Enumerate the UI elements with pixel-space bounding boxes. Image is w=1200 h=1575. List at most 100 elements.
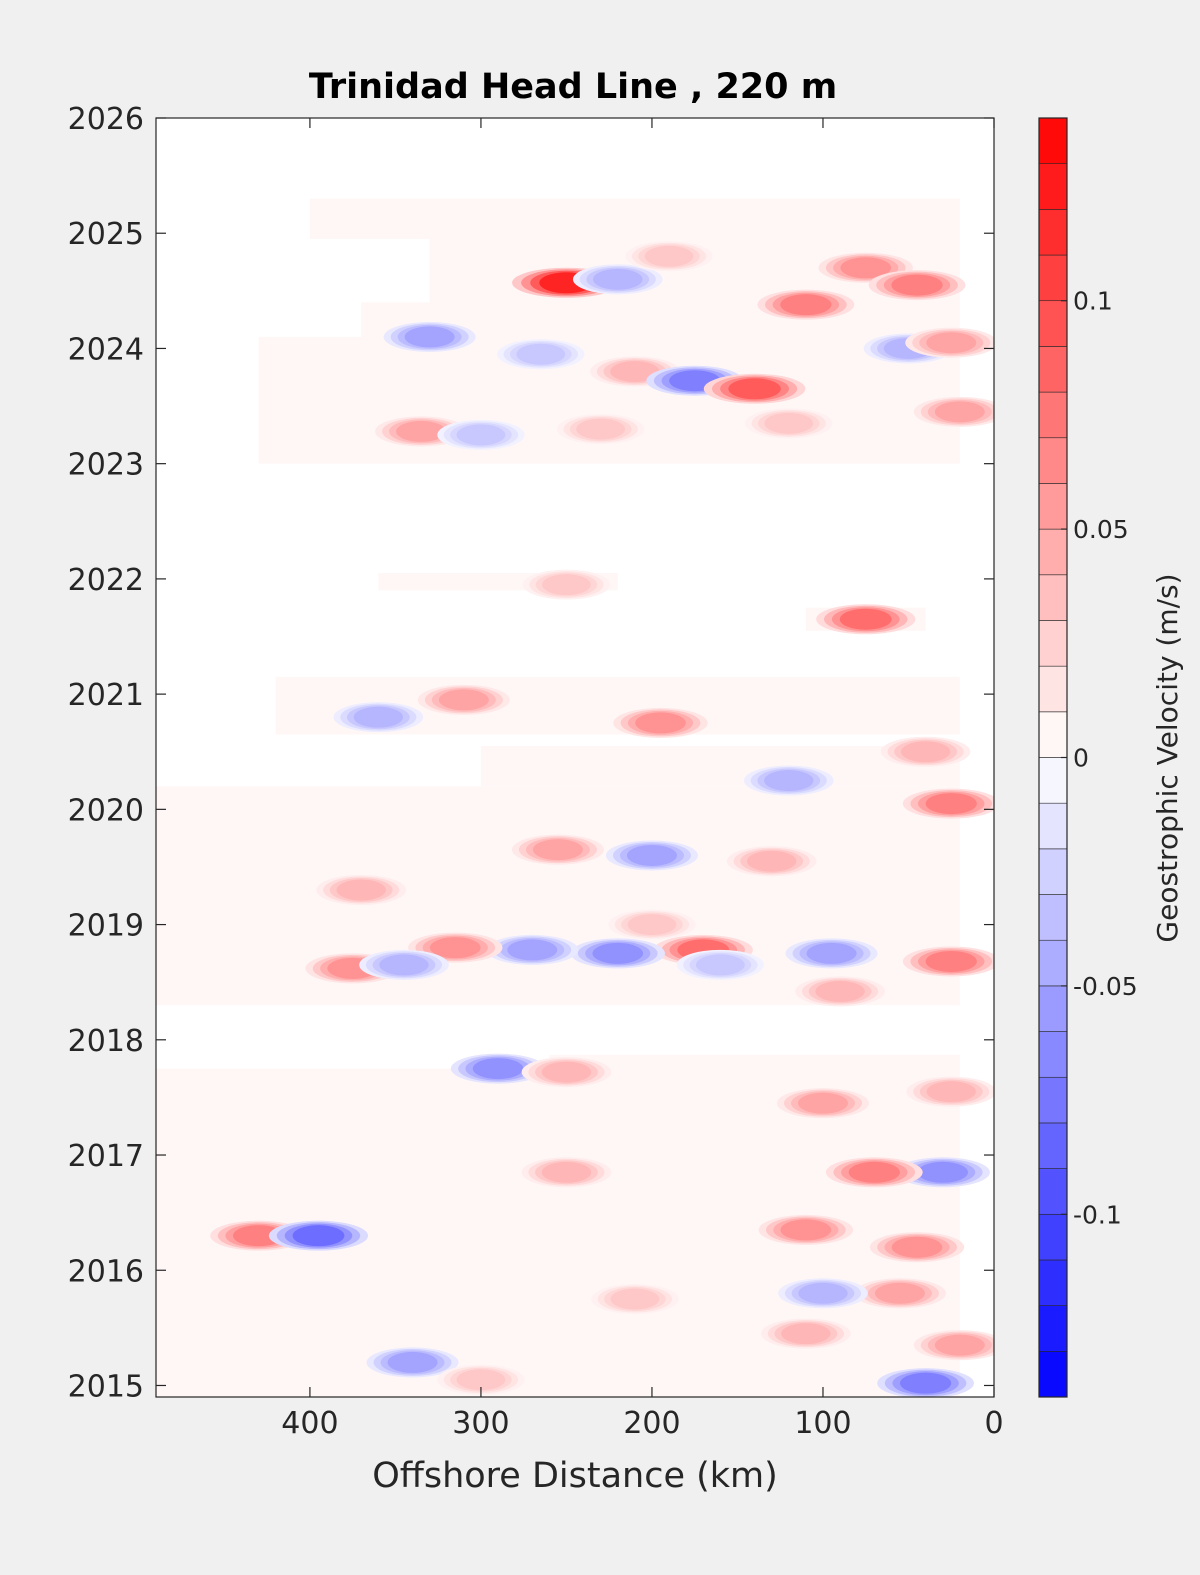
velocity-feature <box>778 1278 868 1309</box>
contour-level <box>292 1225 345 1247</box>
colorbar-level <box>1038 1031 1068 1078</box>
colorbar-level <box>1038 1076 1068 1124</box>
coverage-band <box>258 336 960 464</box>
colorbar-level <box>1038 1122 1068 1169</box>
velocity-feature <box>902 788 994 819</box>
velocity-feature <box>383 321 476 352</box>
contour-level <box>934 401 985 423</box>
y-tick-label: 2025 <box>68 217 144 252</box>
contour-level <box>541 1061 592 1083</box>
velocity-feature <box>486 934 579 965</box>
velocity-feature <box>613 707 708 738</box>
velocity-feature <box>757 289 855 320</box>
colorbar-level <box>1038 483 1068 530</box>
contour-level <box>934 1334 985 1356</box>
colorbar-level <box>1038 1305 1068 1352</box>
coverage-band <box>549 1054 960 1069</box>
velocity-feature <box>591 1284 679 1315</box>
y-tick-label: 2018 <box>68 1024 144 1059</box>
velocity-feature <box>608 909 696 940</box>
colorbar-label: Geostrophic Velocity (m/s) <box>1151 573 1184 942</box>
velocity-feature <box>761 1318 851 1349</box>
data-coverage-layer <box>156 198 960 1397</box>
colorbar-level <box>1038 346 1068 393</box>
colorbar-level <box>1038 391 1068 439</box>
contour-level <box>233 1225 285 1247</box>
y-tick-label: 2026 <box>68 102 144 137</box>
y-tick-label: 2023 <box>68 448 144 483</box>
contour-level <box>848 1161 900 1183</box>
velocity-feature <box>895 1157 990 1188</box>
velocity-feature <box>676 949 764 980</box>
y-axis-ticks: 2015 2016 2017 2018 2019 2020 2021 2022 2023 2024… <box>68 102 994 1404</box>
plot-frame <box>155 117 995 1398</box>
contour-level <box>532 839 583 861</box>
contour-level <box>429 937 481 959</box>
contour-level <box>781 1323 831 1345</box>
colorbar-tick-label: -0.1 <box>1073 1200 1122 1229</box>
contour-level <box>891 274 943 296</box>
contour-level <box>815 980 865 1002</box>
velocity-feature <box>726 846 817 877</box>
x-tick-label: 0 <box>984 1406 1003 1441</box>
contour-level <box>472 1058 524 1080</box>
colorbar-ticks: 0.1 0.05 0 -0.05 -0.1 <box>1061 287 1138 1229</box>
contour-level <box>610 360 660 382</box>
velocity-feature <box>745 408 833 439</box>
y-tick-label: 2024 <box>68 332 144 367</box>
contour-level <box>576 418 626 440</box>
contour-level <box>592 942 644 964</box>
velocity-feature <box>316 875 407 906</box>
y-tick-label: 2017 <box>68 1139 144 1174</box>
contour-level <box>925 793 977 815</box>
contour-level <box>780 294 832 316</box>
contour-level <box>456 424 506 446</box>
velocity-feature <box>825 1157 923 1188</box>
colorbar-level <box>1038 254 1068 302</box>
velocity-feature <box>333 702 424 733</box>
x-axis-ticks: 400 300 200 100 0 <box>281 118 1004 1441</box>
colorbar-level <box>1038 939 1068 987</box>
contour-level <box>764 412 814 434</box>
x-tick-label: 200 <box>623 1406 680 1441</box>
contour-level <box>404 326 455 348</box>
chart-title: Trinidad Head Line , 220 m <box>309 67 837 107</box>
velocity-feature <box>880 736 971 767</box>
colorbar-level <box>1038 1351 1068 1398</box>
contour-level <box>780 1219 832 1241</box>
contour-level <box>541 1161 592 1183</box>
velocity-feature <box>743 765 834 796</box>
velocity-feature <box>902 946 994 977</box>
colorbar-level <box>1038 1259 1068 1306</box>
contour-level <box>925 950 977 972</box>
y-tick-label: 2019 <box>68 909 144 944</box>
contour-level <box>387 1351 438 1373</box>
contour-level <box>746 850 797 872</box>
colorbar-level <box>1038 802 1068 850</box>
coverage-band <box>480 745 960 787</box>
contour-level <box>396 420 447 442</box>
coverage-band <box>309 198 960 239</box>
colorbar-level <box>1038 300 1068 347</box>
colorbar-level <box>1038 711 1068 758</box>
contour-level <box>926 332 977 354</box>
contour-level <box>635 712 686 734</box>
velocity-contours <box>210 241 994 1397</box>
x-axis-label: Offshore Distance (km) <box>372 1456 778 1496</box>
colorbar-level <box>1038 209 1068 256</box>
velocity-feature <box>268 1220 369 1251</box>
velocity-feature <box>853 1278 946 1309</box>
velocity-feature <box>877 1368 974 1397</box>
velocity-feature <box>557 414 645 445</box>
y-tick-label: 2020 <box>68 793 144 828</box>
velocity-feature <box>521 1157 612 1188</box>
colorbar-tick-label: 0 <box>1073 744 1089 773</box>
y-tick-label: 2021 <box>68 678 144 713</box>
contour-level <box>438 689 489 711</box>
colorbar-tick-label: 0.05 <box>1073 515 1129 544</box>
colorbar-level <box>1038 163 1068 210</box>
contour-level <box>336 879 386 901</box>
colorbar-level <box>1038 757 1068 804</box>
velocity-feature <box>868 270 966 301</box>
